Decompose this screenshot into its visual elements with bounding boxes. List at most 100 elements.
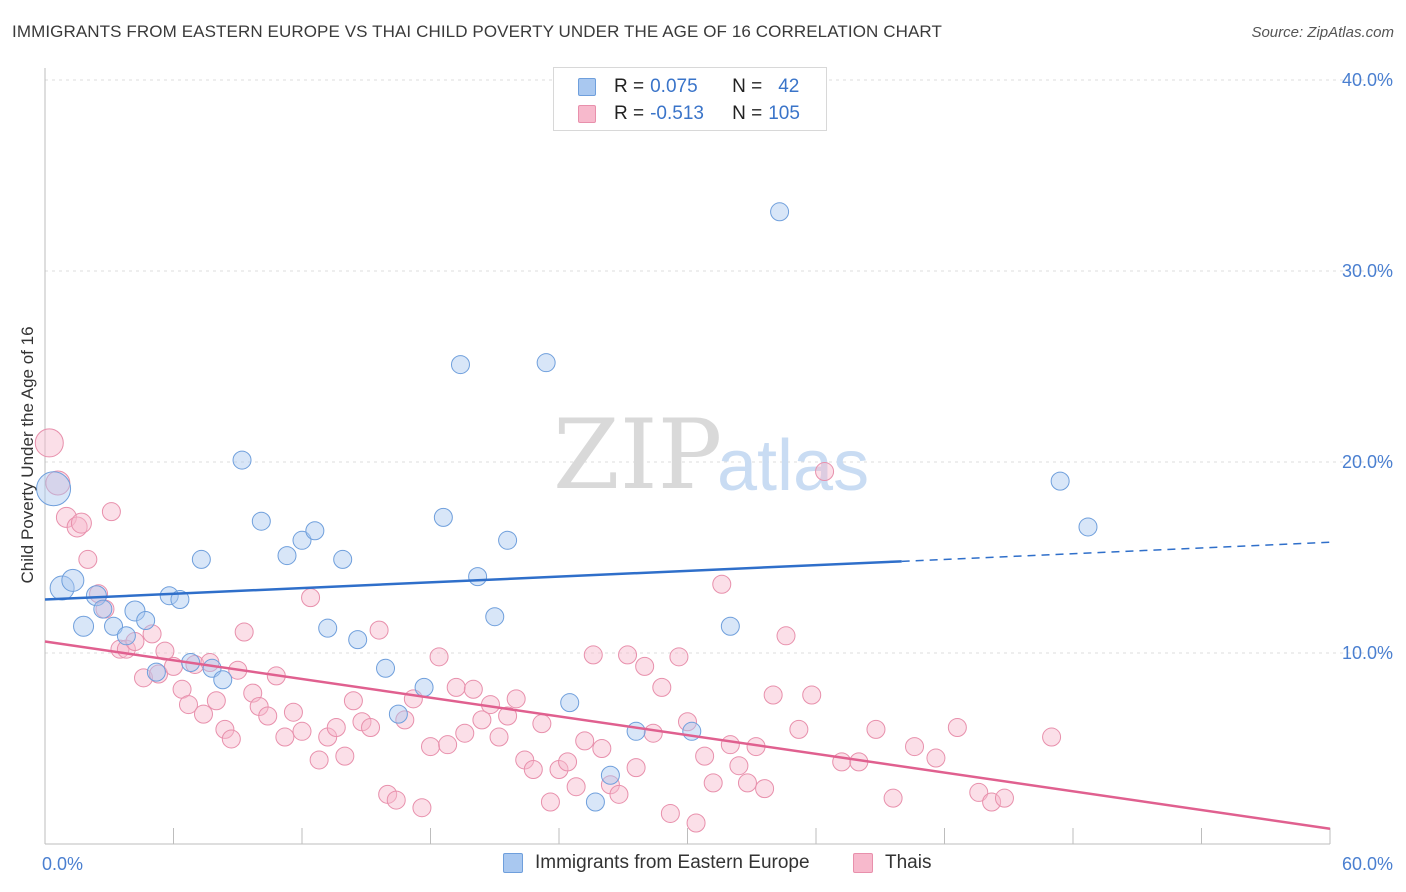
legend-swatch-blue: [578, 78, 596, 96]
point-thais-38: [335, 746, 355, 766]
trend-line-eastern-europe-extension: [901, 541, 1331, 563]
point-thais-41: [361, 717, 381, 737]
point-eastern-europe-42: [1078, 517, 1098, 537]
point-thais-68: [592, 739, 612, 758]
point-thais-20: [193, 704, 213, 724]
point-eastern-europe-3: [73, 615, 95, 637]
point-thais-70: [609, 784, 629, 804]
point-thais-74: [643, 723, 663, 743]
point-thais-39: [343, 691, 363, 711]
point-thais-82: [712, 574, 732, 594]
point-eastern-europe-28: [433, 507, 453, 527]
point-thais-79: [686, 813, 706, 833]
legend-swatch-pink: [578, 105, 596, 123]
point-thais-24: [221, 729, 241, 749]
point-thais-91: [802, 685, 822, 705]
tick-labels: 10.0% 20.0% 30.0% 40.0% 0.0% 60.0%: [42, 70, 1393, 874]
point-thais-56: [489, 727, 509, 747]
point-thais-12: [134, 668, 154, 688]
point-thais-67: [583, 645, 603, 665]
point-thais-96: [883, 788, 903, 808]
trend-lines: [44, 541, 1331, 830]
point-eastern-europe-10: [146, 662, 166, 682]
point-thais-102: [994, 788, 1014, 808]
y-tick-label-20: 20.0%: [1342, 452, 1393, 472]
point-thais-44: [386, 790, 406, 810]
legend-r-label: R =: [614, 76, 645, 97]
point-thais-87: [755, 779, 775, 799]
trend-line-thais: [44, 640, 1331, 830]
point-eastern-europe-33: [536, 353, 556, 373]
point-eastern-europe-37: [626, 721, 646, 741]
legend-row-thais: R = -0.513 N = 105: [578, 102, 800, 126]
point-eastern-europe-0: [36, 471, 72, 507]
point-thais-71: [618, 645, 638, 665]
point-thais-0: [34, 428, 64, 458]
point-eastern-europe-12: [170, 590, 190, 610]
point-thais-60: [523, 760, 543, 780]
point-eastern-europe-7: [116, 626, 136, 646]
series-legend-label: Thais: [885, 852, 932, 873]
watermark-zip: ZIP: [553, 399, 722, 511]
point-thais-37: [326, 717, 346, 737]
point-thais-50: [438, 735, 458, 755]
x-tick-label-0: 0.0%: [42, 854, 83, 874]
point-thais-97: [905, 737, 925, 757]
point-eastern-europe-34: [560, 693, 580, 713]
y-tick-label-30: 30.0%: [1342, 261, 1393, 281]
point-eastern-europe-32: [498, 530, 518, 550]
point-thais-99: [947, 717, 967, 737]
point-thais-26: [234, 622, 254, 642]
point-thais-34: [301, 588, 321, 608]
point-eastern-europe-29: [450, 355, 470, 375]
legend-r-value: 0.075: [650, 76, 698, 97]
point-thais-18: [178, 695, 198, 715]
point-thais-35: [309, 750, 329, 770]
chart-title: IMMIGRANTS FROM EASTERN EUROPE VS THAI C…: [12, 22, 942, 41]
point-thais-75: [652, 677, 672, 697]
point-thais-95: [866, 719, 886, 739]
point-eastern-europe-9: [136, 611, 156, 631]
legend-n-label: N =: [732, 76, 763, 97]
point-eastern-europe-20: [292, 530, 312, 550]
point-thais-66: [575, 731, 595, 751]
point-thais-5: [78, 549, 98, 569]
point-eastern-europe-5: [93, 599, 113, 619]
y-axis-label: Child Poverty Under the Age of 16: [18, 326, 37, 583]
point-eastern-europe-18: [251, 511, 271, 531]
point-thais-57: [498, 706, 518, 726]
point-thais-33: [292, 721, 312, 741]
point-thais-8: [101, 502, 121, 522]
legend-n-label: N =: [732, 103, 763, 124]
point-thais-52: [455, 723, 475, 743]
series-legend-swatch-pink: [853, 853, 873, 873]
point-thais-92: [815, 462, 835, 482]
point-thais-64: [558, 752, 578, 772]
point-thais-31: [275, 727, 295, 747]
point-eastern-europe-21: [305, 521, 325, 541]
point-thais-51: [446, 677, 466, 697]
legend-row-eastern-europe: R = 0.075 N = 42: [578, 75, 799, 99]
series-thais: [34, 428, 1062, 833]
y-tick-label-10: 10.0%: [1342, 643, 1393, 663]
legend-n-value: 105: [768, 103, 800, 124]
point-thais-53: [463, 679, 483, 699]
point-thais-77: [669, 647, 689, 667]
point-eastern-europe-39: [720, 616, 740, 636]
point-thais-81: [703, 773, 723, 793]
watermark: ZIP atlas: [553, 399, 869, 511]
series-legend-swatch-blue: [503, 853, 523, 873]
series-legend: Immigrants from Eastern Europe Thais: [0, 852, 1406, 878]
point-thais-73: [635, 656, 655, 676]
point-thais-65: [566, 777, 586, 797]
point-thais-54: [472, 710, 492, 730]
point-thais-101: [982, 792, 1002, 812]
legend-n-value: 42: [778, 76, 800, 97]
point-eastern-europe-19: [277, 546, 297, 566]
point-eastern-europe-23: [333, 549, 353, 569]
point-thais-80: [695, 746, 715, 766]
point-eastern-europe-22: [318, 618, 338, 638]
point-eastern-europe-40: [770, 202, 790, 222]
point-thais-72: [626, 758, 646, 778]
point-eastern-europe-36: [600, 765, 620, 785]
